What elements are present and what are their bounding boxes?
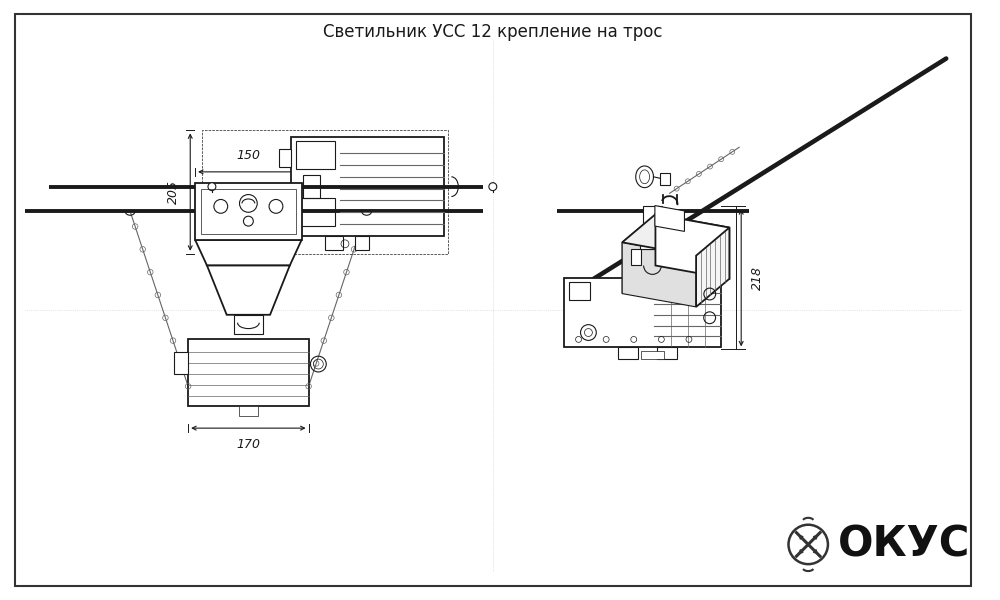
Bar <box>564 278 721 347</box>
Bar <box>638 256 667 275</box>
Text: 218: 218 <box>751 266 764 290</box>
Circle shape <box>489 183 497 191</box>
Polygon shape <box>696 227 729 307</box>
Bar <box>657 347 677 359</box>
Bar <box>355 236 369 250</box>
Bar <box>174 352 188 374</box>
Bar <box>643 206 662 249</box>
Bar <box>303 175 320 199</box>
Text: 205: 205 <box>167 180 180 204</box>
Bar <box>569 282 590 300</box>
Polygon shape <box>655 206 684 232</box>
Polygon shape <box>207 266 290 315</box>
Bar <box>325 236 343 250</box>
Bar <box>234 315 263 334</box>
Polygon shape <box>622 242 696 307</box>
Bar <box>640 244 665 249</box>
Bar <box>239 406 258 416</box>
Bar <box>660 173 670 185</box>
Bar <box>618 347 638 359</box>
Text: ОКУС: ОКУС <box>838 523 970 565</box>
Bar <box>202 130 448 254</box>
Polygon shape <box>195 240 302 266</box>
Bar <box>687 283 702 298</box>
Bar <box>631 249 641 265</box>
Polygon shape <box>622 214 655 293</box>
Polygon shape <box>622 214 729 256</box>
Bar <box>188 340 309 406</box>
Circle shape <box>208 183 216 191</box>
Bar <box>279 149 291 167</box>
Bar <box>641 351 664 359</box>
Text: Светильник УСС 12 крепление на трос: Светильник УСС 12 крепление на трос <box>323 23 663 41</box>
Bar <box>195 183 302 240</box>
Polygon shape <box>655 214 729 279</box>
Bar <box>296 142 335 169</box>
Text: 170: 170 <box>236 438 260 451</box>
Bar <box>291 137 444 236</box>
Text: 150: 150 <box>236 149 260 162</box>
Bar <box>201 188 296 234</box>
Bar <box>296 199 335 226</box>
